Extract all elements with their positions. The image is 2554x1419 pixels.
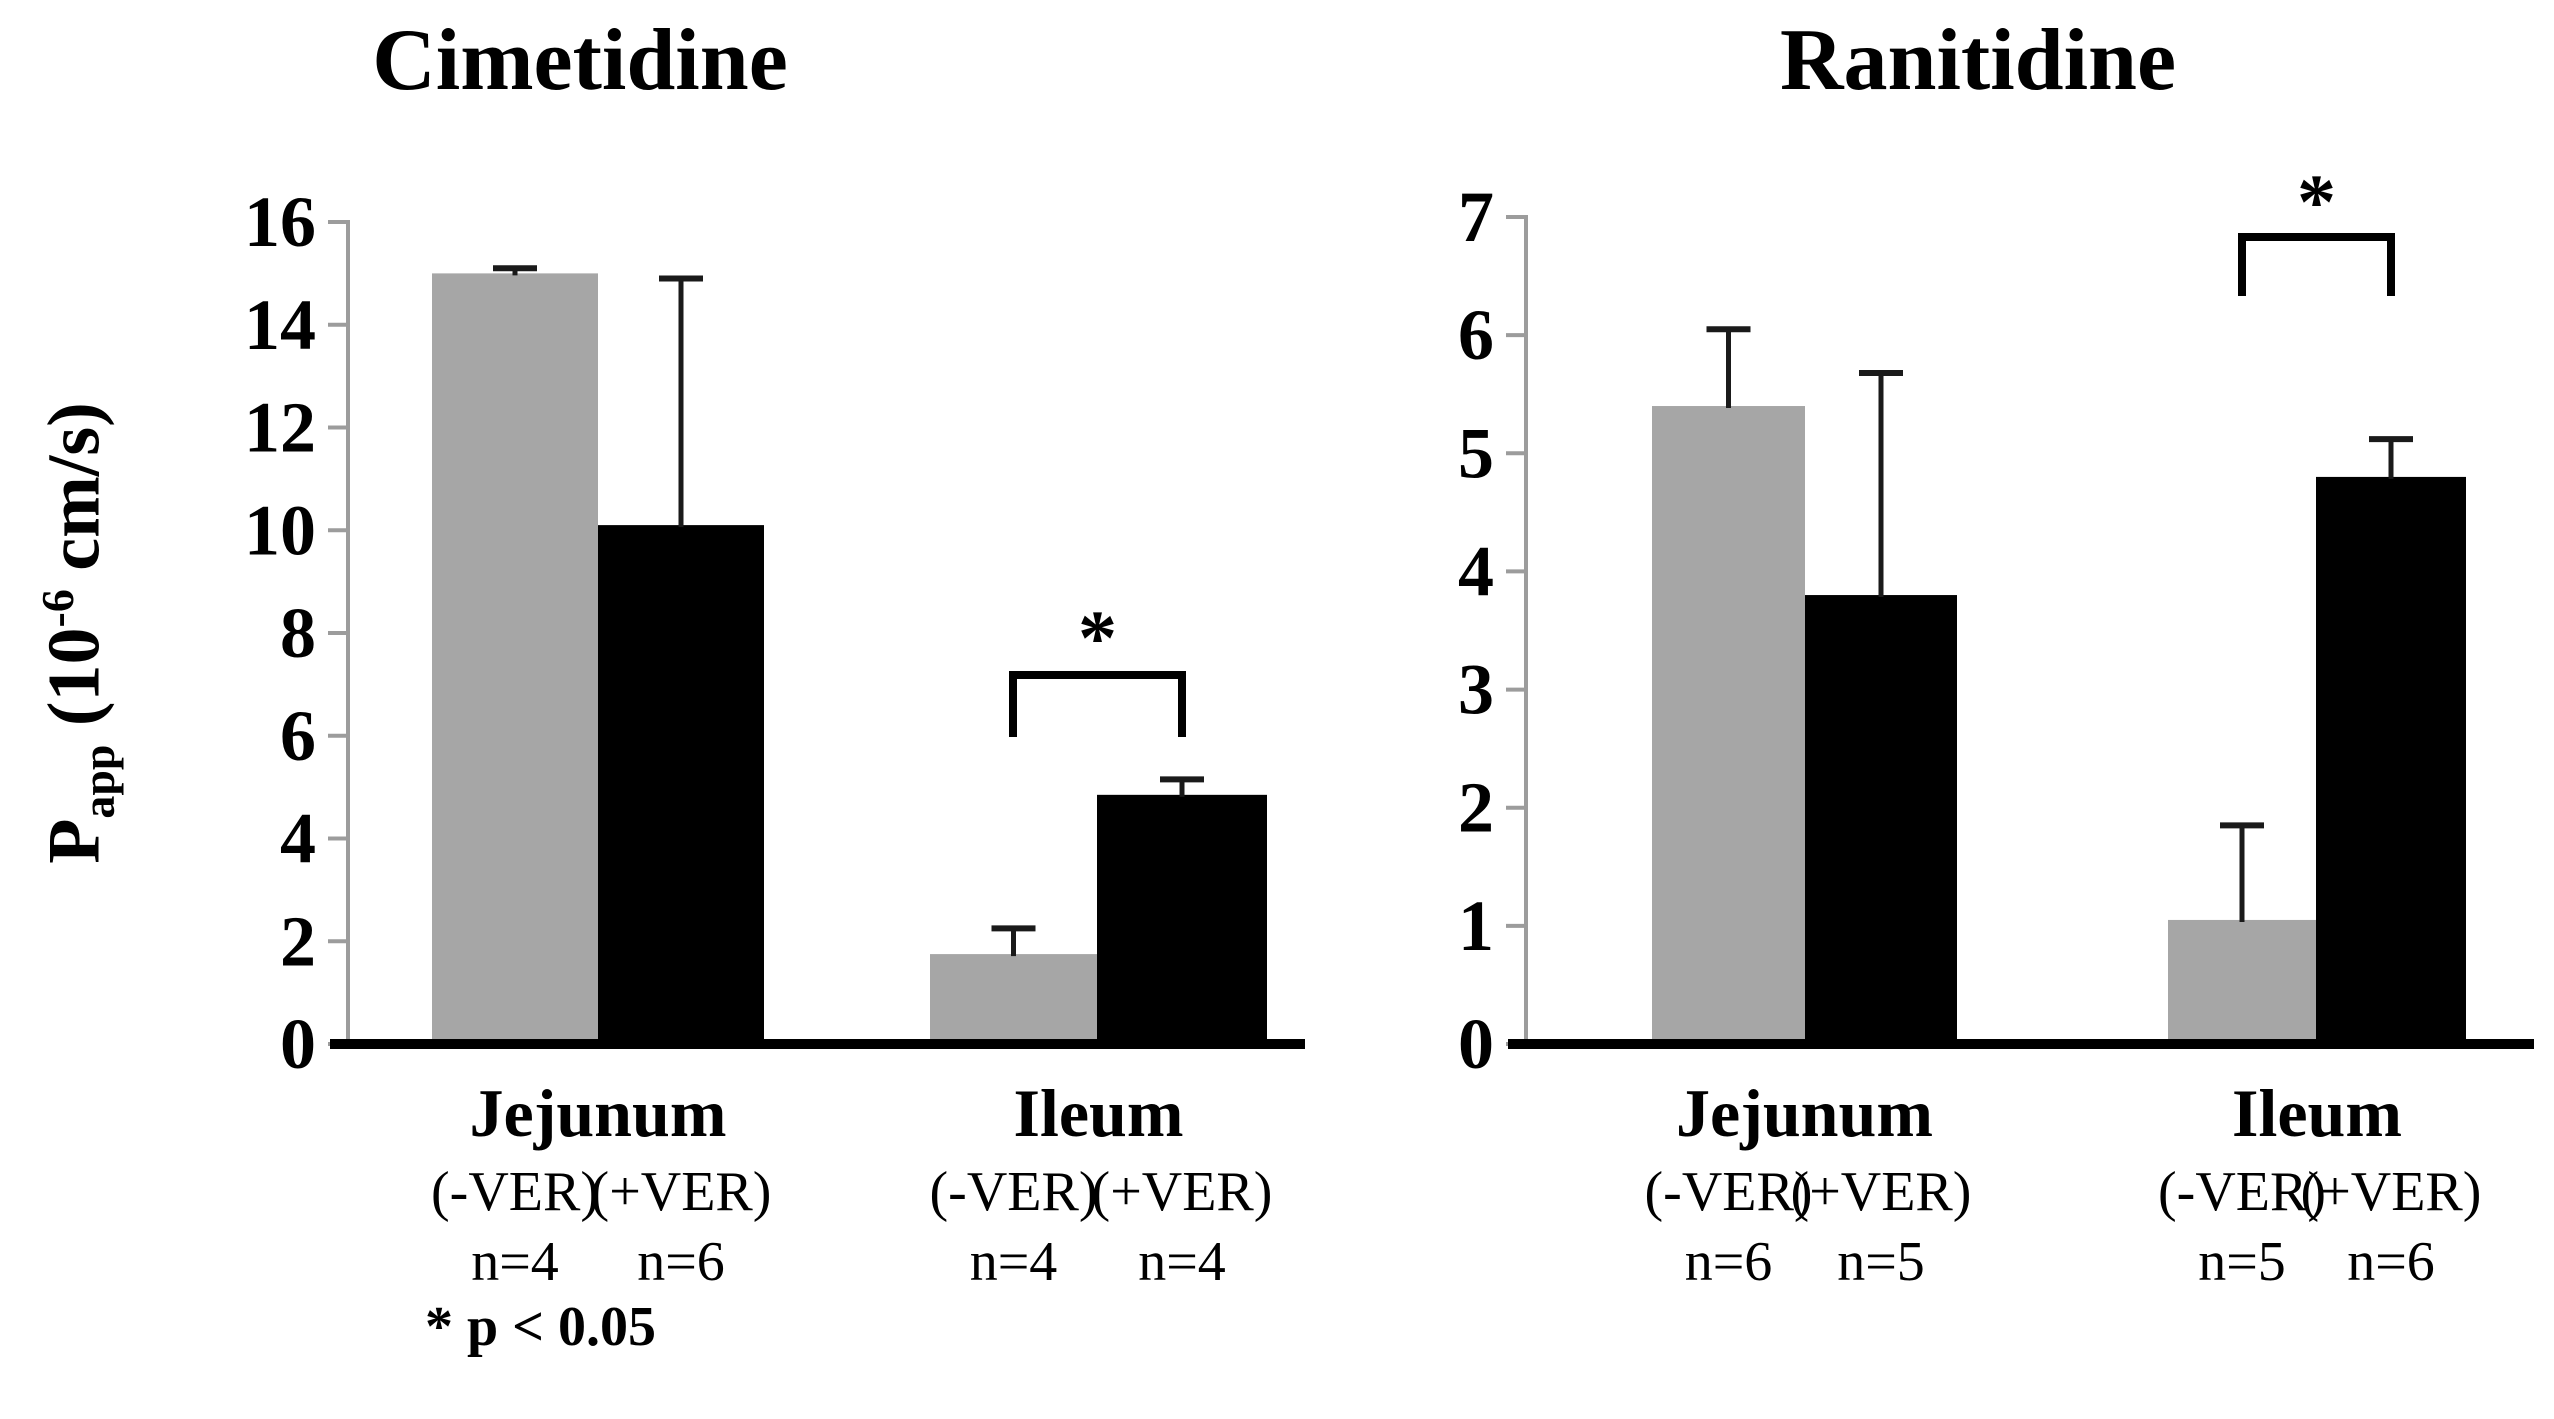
- y-tick-label-cimetidine-14: 14: [244, 285, 316, 365]
- y-tick-label-cimetidine-10: 10: [244, 490, 316, 570]
- chart-title-ranitidine: Ranitidine: [1779, 12, 2177, 109]
- y-tick-label-cimetidine-2: 2: [280, 901, 316, 981]
- y-tick-label-ranitidine-2: 2: [1458, 768, 1494, 848]
- y-tick-label-ranitidine-6: 6: [1458, 295, 1494, 375]
- n-label-ranitidine-jejunum-0: n=6: [1685, 1231, 1773, 1293]
- x-axis-line-ranitidine: [1508, 1039, 2534, 1049]
- category-label-cimetidine-ileum: Ileum: [1014, 1075, 1184, 1151]
- y-tick-label-ranitidine-4: 4: [1458, 531, 1494, 611]
- y-tick-label-ranitidine-3: 3: [1458, 650, 1494, 730]
- n-label-ranitidine-ileum-0: n=5: [2198, 1231, 2286, 1293]
- series-label-cimetidine-ileum-plus-ver: (+VER): [1092, 1161, 1273, 1223]
- significance-star-cimetidine-ileum: *: [1078, 594, 1117, 681]
- chart-title-cimetidine: Cimetidine: [372, 12, 788, 109]
- series-label-cimetidine-ileum-minus-ver: (-VER): [930, 1161, 1098, 1223]
- category-label-ranitidine-ileum: Ileum: [2232, 1075, 2402, 1151]
- y-tick-label-cimetidine-6: 6: [280, 696, 316, 776]
- bar-ranitidine-jejunum-minus-ver: [1652, 406, 1805, 1044]
- bar-ranitidine-ileum-minus-ver: [2168, 919, 2316, 1044]
- x-axis-line-cimetidine: [330, 1039, 1305, 1049]
- significance-note: * p < 0.05: [425, 1296, 657, 1358]
- bar-cimetidine-ileum-minus-ver: [930, 954, 1097, 1044]
- y-tick-label-ranitidine-7: 7: [1458, 177, 1494, 257]
- y-tick-label-ranitidine-1: 1: [1458, 886, 1494, 966]
- bar-ranitidine-ileum-plus-ver: [2316, 476, 2466, 1044]
- category-label-ranitidine-jejunum: Jejunum: [1676, 1075, 1933, 1151]
- series-label-cimetidine-jejunum-plus-ver: (+VER): [591, 1161, 772, 1223]
- y-tick-label-cimetidine-12: 12: [244, 388, 316, 468]
- n-label-cimetidine-jejunum-1: n=6: [637, 1231, 725, 1293]
- bar-cimetidine-ileum-plus-ver: [1097, 794, 1267, 1044]
- significance-bracket-cimetidine-ileum: [1009, 671, 1186, 737]
- series-label-ranitidine-ileum-plus-ver: (+VER): [2301, 1161, 2482, 1223]
- y-tick-label-ranitidine-5: 5: [1458, 413, 1494, 493]
- bar-cimetidine-jejunum-plus-ver: [598, 525, 764, 1044]
- y-tick-label-cimetidine-16: 16: [244, 182, 316, 262]
- bar-ranitidine-jejunum-plus-ver: [1805, 595, 1957, 1044]
- bar-cimetidine-jejunum-minus-ver: [432, 273, 598, 1044]
- n-label-cimetidine-jejunum-0: n=4: [471, 1231, 559, 1293]
- series-label-cimetidine-jejunum-minus-ver: (-VER): [431, 1161, 599, 1223]
- y-tick-label-cimetidine-0: 0: [280, 1004, 316, 1084]
- y-tick-label-ranitidine-0: 0: [1458, 1004, 1494, 1084]
- n-label-ranitidine-ileum-1: n=6: [2347, 1231, 2435, 1293]
- y-tick-label-cimetidine-8: 8: [280, 593, 316, 673]
- significance-star-ranitidine-ileum: *: [2297, 158, 2336, 245]
- n-label-ranitidine-jejunum-1: n=5: [1837, 1231, 1925, 1293]
- y-tick-label-cimetidine-4: 4: [280, 799, 316, 879]
- series-label-ranitidine-jejunum-plus-ver: (+VER): [1791, 1161, 1972, 1223]
- series-label-ranitidine-jejunum-minus-ver: (-VER): [1645, 1161, 1813, 1223]
- category-label-cimetidine-jejunum: Jejunum: [470, 1075, 727, 1151]
- n-label-cimetidine-ileum-1: n=4: [1138, 1231, 1226, 1293]
- series-label-ranitidine-ileum-minus-ver: (-VER): [2158, 1161, 2326, 1223]
- n-label-cimetidine-ileum-0: n=4: [970, 1231, 1058, 1293]
- significance-bracket-ranitidine-ileum: [2238, 233, 2395, 296]
